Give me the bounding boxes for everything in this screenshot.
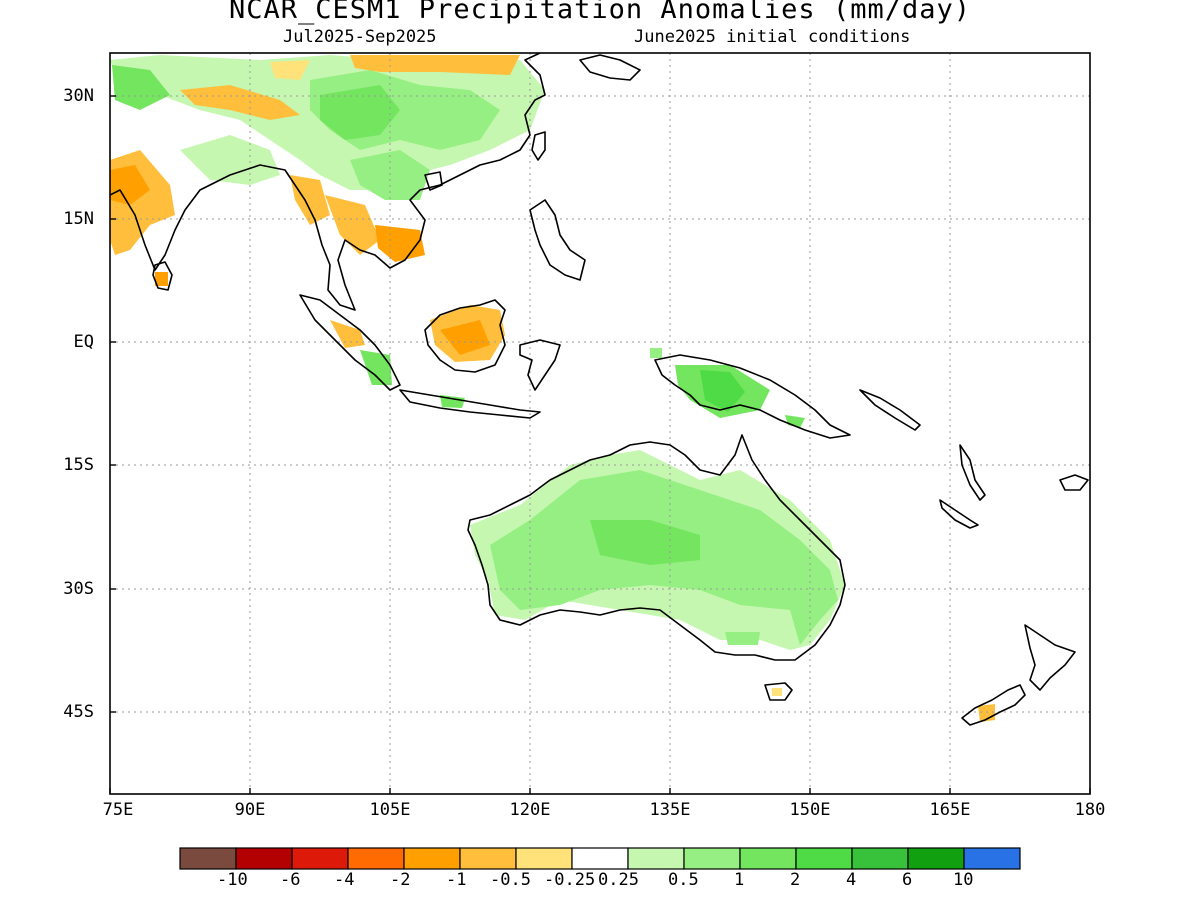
coast-sulawesi: [519, 339, 561, 391]
colorbar-label-6: -0.25: [544, 870, 596, 890]
colorbar-swatch-1: [235, 847, 293, 870]
colorbar-label-1: -6: [280, 870, 301, 890]
chart-title: NCAR_CESM1 Precipitation Anomalies (mm/d…: [229, 0, 971, 25]
colorbar-label-10: 2: [790, 870, 801, 890]
coast-java: [399, 389, 541, 419]
lat-label-30n: 30N: [63, 86, 94, 106]
colorbar-swatch-8: [627, 847, 685, 870]
borneo-dry-core: [440, 320, 490, 355]
initial-conditions: June2025 initial conditions: [634, 27, 911, 47]
australia-wet-core: [590, 520, 700, 565]
coast-hainan: [424, 171, 443, 191]
lon-label-165e: 165E: [929, 800, 971, 820]
anomaly-shading: [110, 55, 995, 722]
china-wet-core: [320, 85, 400, 140]
coast-newzealand-north: [1024, 624, 1076, 691]
colorbar-label-4: -1: [446, 870, 467, 890]
colorbar-label-9: 1: [734, 870, 745, 890]
coast-australia: [467, 434, 846, 661]
coast-newzealand-south: [961, 684, 1026, 726]
colorbar-swatch-10: [739, 847, 797, 870]
colorbar: [179, 847, 1021, 870]
newguinea-small: [650, 348, 662, 358]
colorbar-label-2: -4: [334, 870, 355, 890]
sumatra-wet: [360, 350, 392, 385]
coast-tasmania: [764, 682, 793, 701]
colorbar-swatch-9: [683, 847, 741, 870]
colorbar-swatch-14: [963, 847, 1021, 870]
tasmania-dry: [772, 688, 782, 696]
coast-fiji: [1059, 474, 1089, 491]
colorbar-swatch-5: [459, 847, 517, 870]
map-grid: [110, 53, 1090, 794]
colorbar-label-7: 0.25: [598, 870, 639, 890]
north-dry-strip: [270, 60, 310, 80]
india-dry-core: [110, 165, 150, 205]
coast-solomons: [859, 389, 921, 431]
colorbar-swatch-0: [179, 847, 237, 870]
coast-korea-japan: [579, 54, 641, 81]
lon-label-90e: 90E: [234, 800, 266, 820]
india-wet: [180, 135, 280, 185]
coast-newcaledonia: [939, 499, 979, 529]
lat-label-eq: EQ: [73, 332, 94, 352]
coastlines: [110, 53, 1089, 726]
cambodia-dry: [375, 225, 425, 262]
colorbar-label-8: 0.5: [668, 870, 699, 890]
lat-label-45s: 45S: [63, 702, 94, 722]
colorbar-label-13: 10: [953, 870, 974, 890]
bengal-dry: [290, 175, 330, 225]
north-dry-strip-2: [350, 55, 520, 75]
colorbar-swatch-11: [795, 847, 853, 870]
lon-label-180: 180: [1074, 800, 1106, 820]
sumatra-dry: [330, 320, 365, 348]
colorbar-label-5: -0.5: [490, 870, 531, 890]
lat-label-30s: 30S: [63, 579, 94, 599]
colorbar-label-3: -2: [390, 870, 411, 890]
colorbar-swatch-2: [291, 847, 349, 870]
forecast-period: Jul2025-Sep2025: [283, 27, 437, 47]
colorbar-label-0: -10: [217, 870, 248, 890]
colorbar-label-12: 6: [902, 870, 913, 890]
colorbar-swatch-12: [851, 847, 909, 870]
axis-ticks: [109, 95, 1091, 794]
coast-srilanka: [152, 261, 173, 291]
coast-sumatra: [299, 294, 401, 391]
lon-label-135e: 135E: [649, 800, 691, 820]
northwest-wet: [112, 65, 170, 110]
colorbar-label-11: 4: [846, 870, 857, 890]
coast-borneo: [424, 299, 506, 373]
coast-philippines: [529, 199, 586, 281]
lon-label-150e: 150E: [789, 800, 831, 820]
himalaya-dry-anomaly: [180, 85, 300, 120]
colorbar-swatch-6: [515, 847, 573, 870]
colorbar-swatch-3: [347, 847, 405, 870]
lat-label-15s: 15S: [63, 455, 94, 475]
thailand-dry: [325, 195, 380, 255]
colorbar-swatch-7: [571, 847, 629, 870]
newguinea-wet-core: [700, 370, 745, 412]
lon-label-75e: 75E: [102, 800, 134, 820]
coast-asia-mainland: [110, 53, 546, 311]
lon-label-105e: 105E: [369, 800, 411, 820]
srilanka-dry: [155, 272, 168, 286]
australia-se-pocket: [725, 632, 760, 645]
colorbar-swatch-13: [907, 847, 965, 870]
coast-vanuatu: [959, 444, 986, 501]
colorbar-swatch-4: [403, 847, 461, 870]
coast-newguinea: [654, 354, 851, 439]
map-frame: [109, 52, 1091, 795]
lat-label-15n: 15N: [63, 209, 94, 229]
coast-taiwan: [531, 131, 546, 161]
lon-label-120e: 120E: [509, 800, 551, 820]
